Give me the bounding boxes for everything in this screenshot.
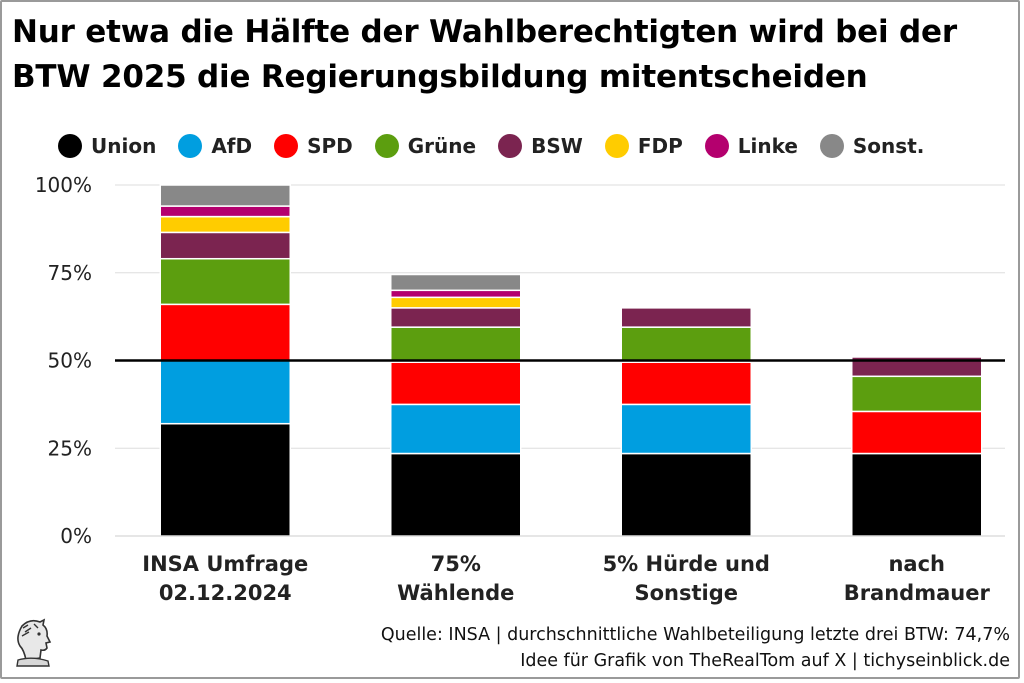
x-tick-label: 5% Hürde und [603, 552, 770, 576]
legend-item: FDP [604, 134, 683, 158]
x-tick-label: 02.12.2024 [159, 581, 292, 605]
bar-segment [390, 326, 522, 364]
y-tick-label: 25% [48, 436, 92, 460]
bar-segment [851, 356, 983, 378]
legend-label: AfD [211, 134, 253, 158]
y-tick-label: 50% [48, 349, 92, 373]
legend-label: Union [91, 134, 157, 158]
x-tick-label: Wählende [397, 581, 514, 605]
x-tick-label: Brandmauer [844, 581, 991, 605]
bar-segment [390, 452, 522, 537]
bar-segment [159, 231, 291, 260]
legend-swatch [498, 134, 523, 158]
y-tick-label: 75% [48, 261, 92, 285]
legend-swatch [604, 134, 629, 158]
legend-label: BSW [531, 134, 583, 158]
legend-label: Sonst. [852, 134, 925, 158]
legend-swatch [274, 134, 299, 158]
bar-segment [390, 289, 522, 299]
legend-item: SPD [274, 134, 353, 158]
legend-item: BSW [498, 134, 583, 158]
bar-segment [390, 307, 522, 328]
y-tick-label: 0% [60, 524, 92, 548]
bar-segment [620, 452, 752, 537]
head-profile-icon [8, 616, 56, 672]
bar-segment [159, 184, 291, 207]
legend-label: Linke [737, 134, 798, 158]
legend-swatch [58, 134, 82, 158]
bar-segment [159, 303, 291, 362]
bar-segment [620, 307, 752, 328]
bar-segment [390, 273, 522, 292]
x-tick-label: Sonstige [634, 581, 738, 605]
legend-label: SPD [307, 134, 353, 158]
bar-segment [620, 326, 752, 364]
bar-segment [159, 359, 291, 425]
idea-line: Idee für Grafik von TheRealTom auf X | t… [520, 651, 1010, 671]
bar-segment [620, 361, 752, 406]
legend-swatch [374, 134, 399, 158]
legend-item: Grüne [374, 134, 477, 158]
bar-segment [159, 215, 291, 234]
legend-swatch [819, 134, 844, 158]
title-line-2: BTW 2025 die Regierungsbildung mitentsch… [12, 59, 868, 95]
bar-segment [390, 403, 522, 455]
x-tick-label: nach [888, 552, 945, 576]
bar-segment [851, 452, 983, 537]
source-line: Quelle: INSA | durchschnittliche Wahlbet… [380, 625, 1010, 645]
legend-item: Linke [704, 134, 798, 158]
bar-segment [851, 375, 983, 413]
legend-label: FDP [637, 134, 683, 158]
legend-item: Sonst. [819, 134, 925, 158]
bar-segment [620, 403, 752, 455]
bar-segment [159, 205, 291, 218]
legend-swatch [178, 134, 203, 158]
bar-segment [390, 361, 522, 406]
bar-segment [390, 296, 522, 309]
bar-segment [159, 422, 291, 537]
source-note: Quelle: INSA | durchschnittliche Wahlbet… [381, 622, 1010, 674]
y-tick-label: 100% [35, 173, 92, 197]
chart-title: Nur etwa die Hälfte der Wahlberechtigten… [12, 10, 1012, 100]
legend-swatch [704, 134, 729, 158]
x-tick-label: INSA Umfrage [142, 552, 308, 576]
legend-item: Union [58, 134, 156, 158]
legend-item: AfD [178, 134, 252, 158]
x-tick-label: 75% [431, 552, 481, 576]
title-line-1: Nur etwa die Hälfte der Wahlberechtigten… [12, 14, 957, 50]
legend-label: Grüne [407, 134, 477, 158]
legend: Union AfD SPD Grüne BSW FDP Linke Sonst. [58, 131, 946, 161]
bar-segment [851, 410, 983, 455]
bar-segment [159, 257, 291, 306]
